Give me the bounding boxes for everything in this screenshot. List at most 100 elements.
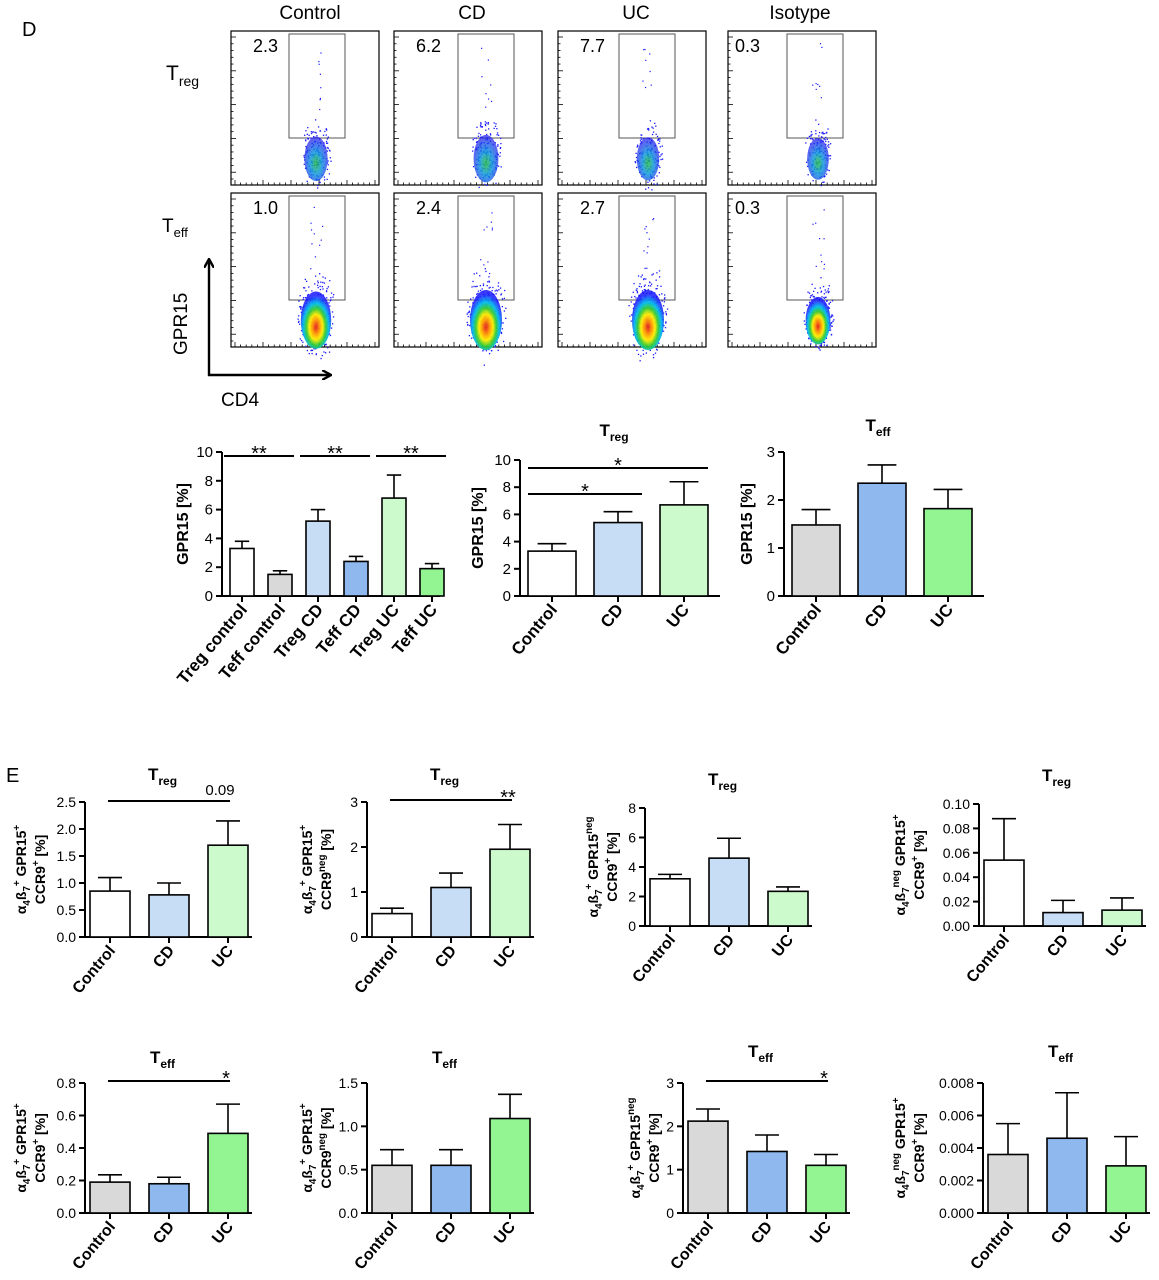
y-axis-label: GPR15 [%] <box>175 483 192 565</box>
y-tick-label: 10 <box>196 444 213 461</box>
chart-title: Teff <box>150 1048 176 1071</box>
y-axis-label-line2: CCR9+ [%] <box>910 830 927 900</box>
y-tick-label: 2 <box>503 561 511 578</box>
x-tick-label: UC <box>663 600 693 631</box>
x-tick-label: CD <box>710 932 738 961</box>
flow-col-header-cd: CD <box>458 3 485 24</box>
y-tick-label: 2.0 <box>57 821 77 837</box>
y-tick-label: 2.5 <box>57 794 77 810</box>
flow-population <box>805 43 832 187</box>
significance-marker: ** <box>403 443 419 465</box>
y-tick-label: 0 <box>350 929 358 945</box>
significance-marker: * <box>222 1068 230 1090</box>
bar-cd <box>593 521 643 597</box>
flow-plot-frame <box>727 30 877 186</box>
y-tick-label: 0.4 <box>57 1140 77 1156</box>
flow-population <box>472 47 502 189</box>
chart-title: Treg <box>599 421 628 444</box>
flow-plot-treg-uc: 7.7 <box>557 30 707 191</box>
y-tick-label: 0 <box>767 588 775 605</box>
y-tick-label: 4 <box>503 534 511 551</box>
x-tick-label: Control <box>351 943 401 997</box>
y-tick-label: 3 <box>350 794 358 810</box>
y-tick-label: 1.5 <box>57 848 77 864</box>
flow-plot-ticks <box>394 198 539 347</box>
y-tick-label: 2 <box>628 889 636 905</box>
y-tick-label: 6 <box>503 506 511 523</box>
y-axis-label-line2: CCR9+ [%] <box>31 1113 48 1183</box>
y-tick-label: 2 <box>205 559 213 576</box>
x-tick-label: CD <box>748 1219 776 1248</box>
x-tick-label: Control <box>963 932 1013 986</box>
x-tick-label: UC <box>491 942 519 971</box>
flow-gate-value: 2.7 <box>580 198 605 218</box>
chart-title: Treg <box>708 770 737 793</box>
y-tick-label: 10 <box>494 452 511 469</box>
x-tick-label: UC <box>807 1218 835 1247</box>
flow-plot-ticks <box>394 36 539 185</box>
y-tick-label: 0.00 <box>943 918 970 934</box>
flow-population <box>297 206 335 360</box>
y-axis-label: α4ß7+ GPR15+ <box>298 825 319 915</box>
significance-marker: 0.09 <box>205 782 234 799</box>
bar-control <box>987 1153 1029 1214</box>
chart-title: Treg <box>1042 766 1071 789</box>
y-tick-label: 8 <box>503 479 511 496</box>
chart-title: Treg <box>430 765 459 788</box>
bar-teff-uc <box>419 567 445 597</box>
flow-population <box>634 48 664 191</box>
flow-plot-grid: 2.3 6.2 7.7 0.3 1.0 2.4 2.7 0.3 <box>230 30 877 366</box>
y-tick-label: 0.0 <box>57 929 77 945</box>
x-tick-label: UC <box>1107 1218 1135 1247</box>
x-tick-label: Control <box>69 1219 119 1273</box>
bar-uc <box>489 848 531 938</box>
flow-population <box>628 218 669 362</box>
flow-plot-ticks <box>728 36 873 185</box>
y-tick-label: 0.8 <box>57 1075 77 1091</box>
flow-gate-value: 0.3 <box>735 198 760 218</box>
y-axis-label-line2: CCR9+ [%] <box>645 1113 662 1183</box>
y-axis-label-line2: CCR9+ [%] <box>603 832 620 902</box>
chart-e2: Treg 0 1 2 3 α4ß7+ GPR15+CCR9neg [%] Control CD… <box>298 765 534 997</box>
bar-cd <box>148 894 190 938</box>
flow-plot-teff-cd: 2.4 <box>393 192 543 366</box>
bar-control <box>983 859 1025 927</box>
bar-cd <box>1046 1137 1088 1214</box>
y-axis-label: α4ß7+ GPR15neg <box>584 816 605 917</box>
flow-plot-ticks <box>728 198 873 347</box>
flow-gate-value: 7.7 <box>580 36 605 56</box>
y-tick-label: 2 <box>767 492 775 509</box>
flow-plot-treg-isotype: 0.3 <box>727 30 877 187</box>
flow-plot-frame <box>727 192 877 348</box>
bar-cd <box>708 857 750 927</box>
x-tick-label: UC <box>769 931 797 960</box>
y-tick-label: 1.5 <box>339 1075 359 1091</box>
bar-control <box>371 912 413 938</box>
y-tick-label: 4 <box>205 530 213 547</box>
bar-treg-control <box>229 547 255 597</box>
y-axis-label: α4ß7neg GPR15+ <box>891 814 912 915</box>
y-tick-label: 3 <box>666 1075 674 1091</box>
chart-e6: Teff 0.0 0.5 1.0 1.5 α4ß7+ GPR15+CCR9neg [%] C… <box>298 1048 534 1273</box>
bar-control <box>791 524 841 597</box>
bar-uc <box>1105 1165 1147 1214</box>
flow-plot-frame <box>393 192 543 348</box>
bar-cd <box>746 1150 788 1214</box>
y-axis-label: α4ß7+ GPR15neg <box>626 1097 647 1198</box>
bar-cd <box>430 1164 472 1214</box>
panel-d-label: D <box>22 19 36 41</box>
y-axis-label-line2: CCR9+ [%] <box>31 835 48 905</box>
y-tick-label: 1 <box>767 540 775 557</box>
flow-population <box>466 212 507 366</box>
y-axis-label-line2: CCR9neg [%] <box>317 1107 334 1188</box>
chart-title: Treg <box>148 765 177 788</box>
x-tick-label: Control <box>508 600 561 659</box>
significance-marker: ** <box>251 443 267 465</box>
chart-e4: Treg 0.00 0.02 0.04 0.06 0.08 0.10 α4ß7neg GPR1… <box>891 766 1146 986</box>
y-tick-label: 1.0 <box>57 875 77 891</box>
y-tick-label: 0.6 <box>57 1108 77 1124</box>
